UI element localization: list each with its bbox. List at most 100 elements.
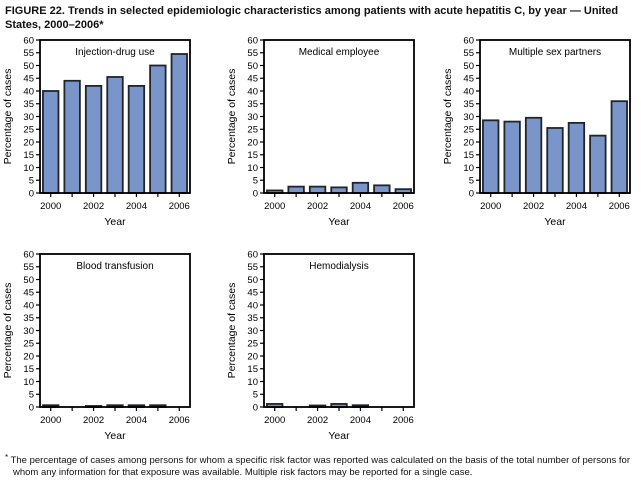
y-tick-label: 30	[463, 112, 474, 123]
y-tick-label: 60	[247, 35, 258, 46]
x-tick-label: 2004	[126, 201, 147, 212]
y-tick-label: 50	[247, 61, 258, 72]
bar	[351, 181, 370, 194]
y-tick-label: 0	[29, 402, 34, 413]
footnote-text: The percentage of cases among persons fo…	[10, 455, 630, 479]
bar	[63, 79, 81, 194]
y-axis-label: Percentage of cases	[226, 283, 238, 379]
y-tick-label: 35	[23, 99, 34, 110]
x-tick-label: 2004	[350, 201, 371, 212]
y-tick-label: 55	[247, 262, 258, 273]
y-tick-label: 15	[23, 150, 34, 161]
y-tick-label: 15	[247, 150, 258, 161]
y-tick-label: 45	[247, 288, 258, 299]
y-tick-label: 30	[23, 112, 34, 123]
bar	[42, 90, 60, 194]
y-tick-label: 60	[247, 249, 258, 260]
x-tick-label: 2004	[350, 415, 371, 426]
y-tick-label: 55	[463, 48, 474, 59]
chart-inner-title: Multiple sex partners	[509, 47, 601, 58]
y-tick-label: 10	[23, 377, 34, 388]
bar	[127, 85, 146, 194]
y-tick-label: 35	[463, 99, 474, 110]
x-tick-label: 2006	[393, 415, 414, 426]
plot-frame	[479, 39, 631, 194]
x-tick-label: 2006	[393, 201, 414, 212]
y-tick-label: 10	[247, 163, 258, 174]
y-tick-label: 35	[247, 313, 258, 324]
chart-injection-drug-use: 0 5 10 15 20 25 30 35 40 45 50 55 60 2000 2002 2004 2006…	[0, 33, 212, 233]
bar	[546, 127, 564, 194]
y-tick-label: 5	[29, 176, 34, 187]
footnote-marker: *	[5, 453, 9, 462]
y-tick-label: 25	[247, 339, 258, 350]
y-tick-label: 50	[247, 275, 258, 286]
y-tick-label: 30	[247, 112, 258, 123]
bar	[106, 76, 124, 194]
y-tick-label: 40	[247, 86, 258, 97]
y-tick-label: 55	[23, 48, 34, 59]
chart-hemodialysis: 0 5 10 15 20 25 30 35 40 45 50 55 60 2000 2002 2004 2006…	[224, 247, 436, 447]
y-tick-label: 20	[23, 351, 34, 362]
x-axis-label: Year	[328, 430, 350, 442]
y-tick-label: 35	[247, 99, 258, 110]
bar	[373, 184, 391, 194]
y-tick-label: 25	[247, 125, 258, 136]
chart-multiple-sex-partners: 0 5 10 15 20 25 30 35 40 45 50 55 60 2000 2002 2004 2006…	[440, 33, 641, 233]
y-tick-label: 45	[247, 74, 258, 85]
x-tick-label: 2000	[264, 415, 285, 426]
x-axis-label: Year	[544, 216, 566, 228]
y-tick-label: 15	[463, 150, 474, 161]
y-tick-label: 50	[23, 275, 34, 286]
y-axis-label: Percentage of cases	[2, 283, 14, 379]
chart-inner-title: Injection-drug use	[75, 47, 155, 58]
bar	[524, 116, 543, 194]
x-tick-label: 2000	[480, 201, 501, 212]
y-tick-label: 25	[23, 125, 34, 136]
y-tick-label: 30	[23, 326, 34, 337]
y-tick-label: 5	[253, 176, 258, 187]
y-tick-label: 40	[463, 86, 474, 97]
y-tick-label: 15	[23, 364, 34, 375]
y-tick-label: 10	[247, 377, 258, 388]
y-tick-label: 20	[23, 137, 34, 148]
bar	[308, 185, 327, 194]
y-tick-label: 5	[469, 176, 474, 187]
y-tick-label: 0	[469, 188, 474, 199]
y-tick-label: 55	[247, 48, 258, 59]
plot-frame	[263, 253, 415, 408]
y-tick-label: 0	[253, 188, 258, 199]
chart-blood-transfusion: 0 5 10 15 20 25 30 35 40 45 50 55 60 2000 2002 2004 2006…	[0, 247, 212, 447]
y-tick-label: 40	[23, 86, 34, 97]
y-tick-label: 10	[23, 163, 34, 174]
chart-inner-title: Blood transfusion	[76, 261, 153, 272]
y-axis-label: Percentage of cases	[2, 69, 14, 165]
y-tick-label: 10	[463, 163, 474, 174]
x-tick-label: 2002	[523, 201, 544, 212]
x-axis-label: Year	[328, 216, 350, 228]
y-tick-label: 15	[247, 364, 258, 375]
bar	[287, 185, 305, 194]
bar	[610, 100, 628, 194]
y-tick-label: 60	[23, 249, 34, 260]
bar	[589, 134, 607, 194]
x-tick-label: 2006	[609, 201, 630, 212]
y-tick-label: 45	[463, 74, 474, 85]
figure-footnote: * The percentage of cases among persons …	[5, 453, 641, 480]
y-tick-label: 35	[23, 313, 34, 324]
y-tick-label: 55	[23, 262, 34, 273]
bar	[149, 64, 167, 194]
plot-frame	[39, 253, 191, 408]
chart-medical-employee: 0 5 10 15 20 25 30 35 40 45 50 55 60 2000 2002 2004 2006…	[224, 33, 436, 233]
x-tick-label: 2002	[83, 415, 104, 426]
y-tick-label: 45	[23, 288, 34, 299]
y-tick-label: 40	[247, 300, 258, 311]
y-tick-label: 45	[23, 74, 34, 85]
y-tick-label: 25	[463, 125, 474, 136]
x-tick-label: 2002	[307, 201, 328, 212]
bar	[170, 53, 188, 194]
